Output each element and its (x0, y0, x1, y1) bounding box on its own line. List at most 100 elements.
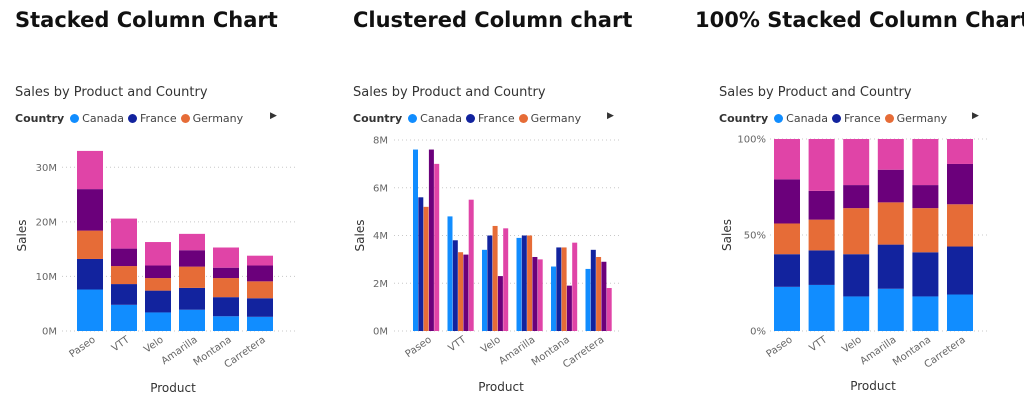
bar-germany-vtt[interactable] (808, 219, 835, 251)
bar-france-velo[interactable] (843, 254, 870, 297)
bar-canada-velo[interactable] (482, 249, 487, 331)
bar-series-4-vtt[interactable] (463, 254, 469, 331)
bar-series-4-paseo[interactable] (774, 179, 800, 224)
legend-item-france[interactable]: France (128, 112, 177, 125)
bar-canada-carretera[interactable] (947, 294, 973, 331)
bar-canada-vtt[interactable] (447, 216, 453, 331)
bar-france-carretera[interactable] (947, 246, 973, 295)
legend-item-canada[interactable]: Canada (408, 112, 462, 125)
bar-france-amarilla[interactable] (521, 235, 527, 332)
bar-canada-carretera[interactable] (247, 316, 273, 331)
bar-france-amarilla[interactable] (877, 244, 904, 289)
bar-germany-amarilla[interactable] (179, 266, 205, 288)
bar-germany-paseo[interactable] (77, 230, 103, 259)
bar-series-4-velo[interactable] (843, 185, 870, 209)
bar-canada-carretera[interactable] (585, 268, 591, 331)
bar-series-4-amarilla[interactable] (179, 250, 205, 267)
bar-canada-velo[interactable] (843, 296, 870, 331)
bar-series-5-vtt[interactable] (468, 199, 474, 331)
bar-series-5-vtt[interactable] (808, 139, 835, 191)
bar-series-4-carretera[interactable] (247, 265, 273, 282)
bar-germany-vtt[interactable] (111, 266, 137, 285)
bar-germany-amarilla[interactable] (527, 235, 533, 332)
bar-france-vtt[interactable] (111, 284, 137, 305)
bar-series-5-velo[interactable] (145, 242, 171, 266)
bar-canada-paseo[interactable] (774, 286, 800, 331)
bar-canada-montana[interactable] (551, 266, 556, 331)
legend-item-france[interactable]: France (466, 112, 515, 125)
legend-next-arrow-icon[interactable]: ▶ (972, 111, 979, 121)
bar-france-montana[interactable] (213, 297, 239, 317)
legend-next-arrow-icon[interactable]: ▶ (270, 111, 277, 121)
bar-series-5-paseo[interactable] (434, 163, 440, 331)
bar-series-5-carretera[interactable] (247, 255, 273, 266)
bar-series-5-velo[interactable] (503, 228, 509, 331)
bar-series-5-montana[interactable] (213, 247, 239, 268)
bar-canada-amarilla[interactable] (179, 309, 205, 331)
bar-france-paseo[interactable] (774, 254, 800, 287)
bar-series-4-paseo[interactable] (428, 149, 434, 331)
bar-series-5-paseo[interactable] (774, 139, 800, 180)
bar-germany-carretera[interactable] (596, 256, 602, 331)
bar-canada-amarilla[interactable] (877, 288, 904, 331)
bar-france-montana[interactable] (912, 252, 939, 297)
legend-next-arrow-icon[interactable]: ▶ (607, 111, 614, 121)
bar-series-4-carretera[interactable] (947, 163, 973, 205)
bar-france-paseo[interactable] (77, 258, 103, 290)
bar-series-4-montana[interactable] (213, 267, 239, 279)
bar-canada-vtt[interactable] (111, 304, 137, 331)
bar-series-4-carretera[interactable] (601, 261, 607, 331)
bar-series-5-paseo[interactable] (77, 150, 103, 190)
bar-france-vtt[interactable] (452, 240, 458, 331)
legend-item-germany[interactable]: Germany (884, 112, 947, 125)
bar-germany-carretera[interactable] (947, 204, 973, 247)
bar-france-vtt[interactable] (808, 250, 835, 285)
bar-germany-montana[interactable] (912, 208, 939, 253)
bar-series-4-vtt[interactable] (808, 190, 835, 220)
bar-series-4-paseo[interactable] (77, 189, 103, 231)
legend-item-france[interactable]: France (832, 112, 881, 125)
bar-series-4-amarilla[interactable] (877, 169, 904, 203)
bar-series-4-velo[interactable] (497, 276, 503, 331)
legend-item-canada[interactable]: Canada (774, 112, 828, 125)
bar-germany-carretera[interactable] (247, 281, 273, 299)
legend-item-canada[interactable]: Canada (70, 112, 124, 125)
bar-series-5-carretera[interactable] (606, 288, 612, 331)
bar-germany-amarilla[interactable] (877, 202, 904, 245)
bar-germany-vtt[interactable] (458, 252, 464, 331)
bar-canada-montana[interactable] (213, 316, 239, 331)
bar-germany-montana[interactable] (561, 247, 567, 331)
bar-series-5-vtt[interactable] (111, 218, 137, 249)
bar-series-5-amarilla[interactable] (537, 259, 543, 331)
bar-france-carretera[interactable] (247, 298, 273, 317)
bar-germany-montana[interactable] (213, 278, 239, 298)
bar-france-paseo[interactable] (418, 197, 424, 331)
bar-series-4-amarilla[interactable] (532, 256, 538, 331)
bar-germany-paseo[interactable] (423, 206, 429, 331)
bar-germany-velo[interactable] (145, 278, 171, 291)
bar-france-velo[interactable] (487, 235, 493, 332)
bar-canada-vtt[interactable] (808, 284, 835, 331)
bar-series-4-vtt[interactable] (111, 248, 137, 267)
bar-france-velo[interactable] (145, 290, 171, 313)
bar-series-5-amarilla[interactable] (877, 139, 904, 170)
bar-series-5-montana[interactable] (572, 242, 578, 331)
bar-series-5-carretera[interactable] (947, 139, 973, 164)
bar-germany-paseo[interactable] (774, 223, 800, 255)
bar-series-4-velo[interactable] (145, 265, 171, 279)
bar-france-carretera[interactable] (590, 249, 596, 331)
bar-series-5-velo[interactable] (843, 139, 870, 186)
legend-item-germany[interactable]: Germany (180, 112, 243, 125)
bar-canada-montana[interactable] (912, 296, 939, 331)
bar-series-4-montana[interactable] (566, 285, 572, 331)
bar-canada-amarilla[interactable] (516, 237, 522, 331)
bar-series-5-amarilla[interactable] (179, 233, 205, 251)
bar-france-montana[interactable] (556, 247, 562, 331)
bar-germany-velo[interactable] (843, 208, 870, 255)
bar-canada-paseo[interactable] (413, 149, 418, 331)
bar-germany-velo[interactable] (492, 225, 498, 331)
bar-series-4-montana[interactable] (912, 185, 939, 209)
bar-canada-paseo[interactable] (77, 289, 103, 331)
bar-series-5-montana[interactable] (912, 139, 939, 186)
legend-item-germany[interactable]: Germany (518, 112, 581, 125)
